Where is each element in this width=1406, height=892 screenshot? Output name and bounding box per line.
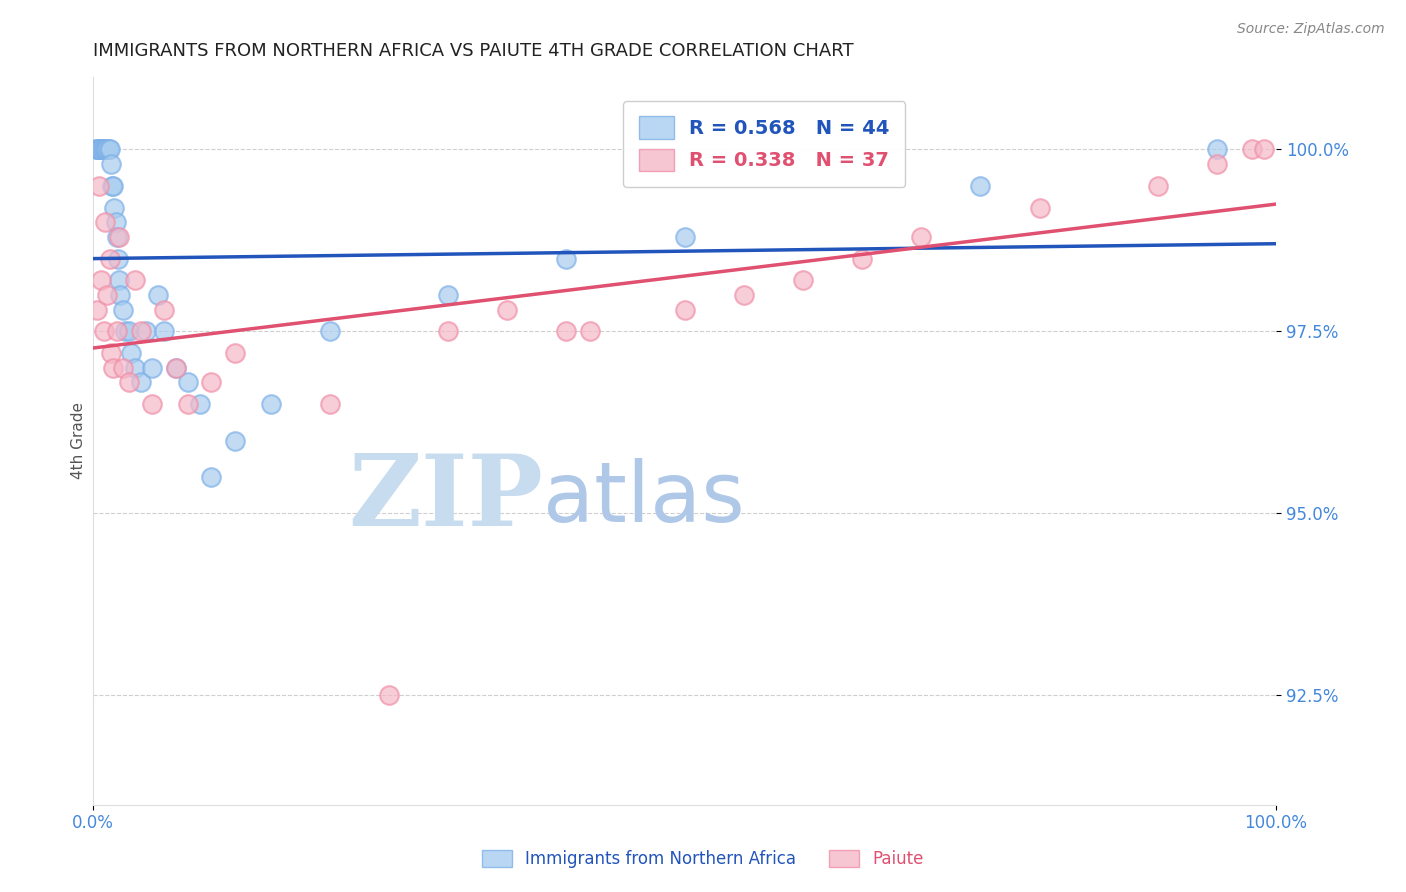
Point [1146,178,1168,193]
Point [86,142,108,156]
Point [1206,142,1229,156]
Point [200,376,222,390]
Point [87,178,110,193]
Point [89,142,111,156]
Point [673,302,696,317]
Point [120,346,142,360]
Point [84,142,107,156]
Point [496,302,519,317]
Point [111,360,134,375]
Point [105,325,128,339]
Point [555,252,578,266]
Point [555,325,578,339]
Point [124,360,146,375]
Point [733,288,755,302]
Point [90,142,112,156]
Point [200,470,222,484]
Point [259,397,281,411]
Point [101,178,124,193]
Point [97,142,120,156]
Legend: R = 0.568   N = 44, R = 0.338   N = 37: R = 0.568 N = 44, R = 0.338 N = 37 [623,101,905,186]
Point [96,288,118,302]
Point [910,229,932,244]
Legend: Immigrants from Northern Africa, Paiute: Immigrants from Northern Africa, Paiute [475,843,931,875]
Point [124,273,146,287]
Point [153,302,176,317]
Point [100,346,122,360]
Point [1206,157,1229,171]
Point [792,273,814,287]
Point [129,376,152,390]
Point [153,325,176,339]
Point [90,273,112,287]
Point [114,325,136,339]
Point [437,325,460,339]
Point [177,376,200,390]
Point [135,325,157,339]
Point [188,397,211,411]
Point [1241,142,1264,156]
Point [319,325,342,339]
Point [87,142,110,156]
Point [93,142,115,156]
Point [851,252,873,266]
Text: ZIP: ZIP [347,450,543,548]
Point [105,229,128,244]
Point [107,252,129,266]
Point [141,397,163,411]
Point [96,142,118,156]
Point [94,142,117,156]
Point [103,201,125,215]
Point [177,397,200,411]
Point [319,397,342,411]
Point [86,302,108,317]
Point [108,273,131,287]
Point [579,325,602,339]
Point [165,360,187,375]
Point [111,302,134,317]
Point [378,689,401,703]
Point [103,360,125,375]
Point [103,178,125,193]
Point [96,142,118,156]
Point [100,157,122,171]
Point [224,346,246,360]
Point [141,360,163,375]
Point [437,288,460,302]
Point [110,288,132,302]
Point [118,376,141,390]
Point [98,252,121,266]
Point [87,142,110,156]
Point [108,229,131,244]
Text: IMMIGRANTS FROM NORTHERN AFRICA VS PAIUTE 4TH GRADE CORRELATION CHART: IMMIGRANTS FROM NORTHERN AFRICA VS PAIUT… [93,42,853,60]
Point [165,360,187,375]
Point [224,434,246,448]
Point [673,229,696,244]
Point [129,325,152,339]
Point [94,215,117,229]
Point [93,325,115,339]
Text: Source: ZipAtlas.com: Source: ZipAtlas.com [1237,22,1385,37]
Y-axis label: 4th Grade: 4th Grade [72,402,86,479]
Point [148,288,170,302]
Point [104,215,127,229]
Text: atlas: atlas [543,458,744,540]
Point [1253,142,1275,156]
Point [118,325,141,339]
Point [1028,201,1050,215]
Point [969,178,991,193]
Point [98,142,121,156]
Point [91,142,114,156]
